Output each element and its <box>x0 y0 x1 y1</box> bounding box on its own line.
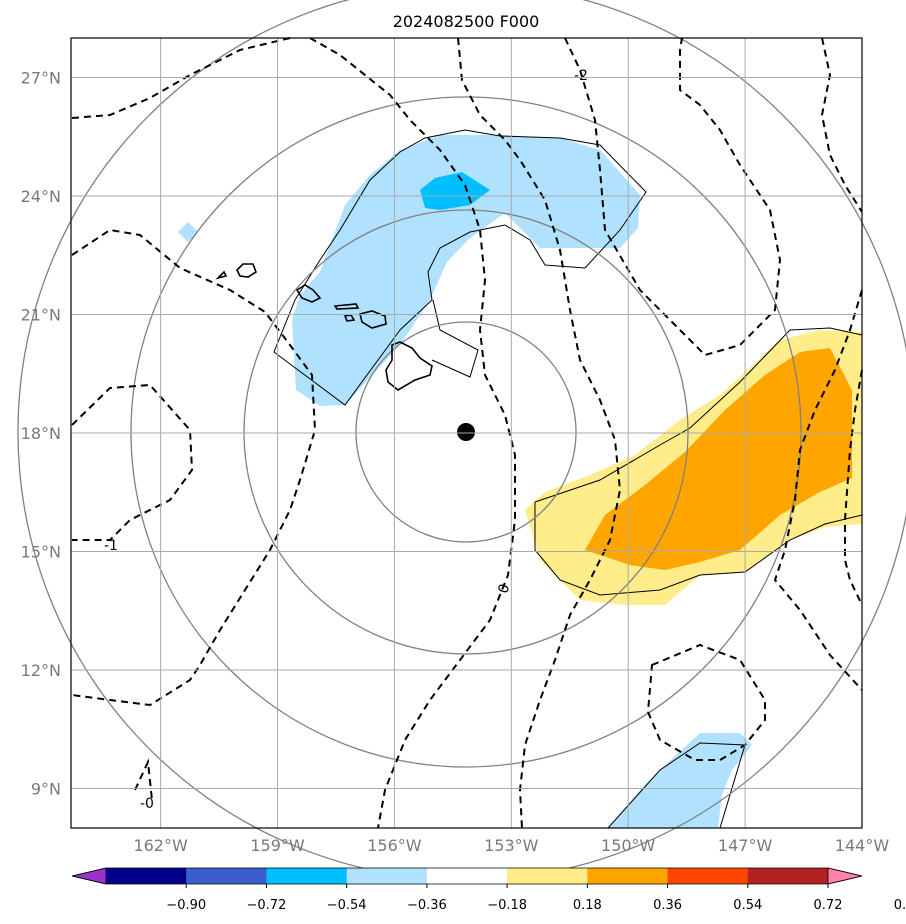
colorbar-tick-label: −0.72 <box>247 898 287 913</box>
lon-tick-label: 162°W <box>133 836 188 855</box>
island-maui <box>359 310 387 329</box>
colorbar-extend-high <box>827 867 863 885</box>
contour-label-1: -2 <box>574 68 588 84</box>
colorbar-segment <box>667 868 749 884</box>
colorbar-segment <box>106 868 187 884</box>
colorbar-tick-label: 0.90 <box>894 898 906 913</box>
lat-tick-label: 15°N <box>21 543 61 562</box>
colorbar-tick-label: −0.36 <box>407 898 447 913</box>
lat-tick-label: 12°N <box>21 661 61 680</box>
longitude-tick-labels: 162°W 159°W 156°W 153°W 150°W 147°W 144°W <box>133 836 889 855</box>
contour-label-4: -0 <box>140 796 154 812</box>
colorbar-tick-label: −0.90 <box>166 898 206 913</box>
lat-tick-label: 27°N <box>21 69 61 88</box>
shade-negative-north <box>292 135 640 406</box>
dashed-contours <box>71 37 863 829</box>
colorbar <box>71 867 863 885</box>
range-ring-9 <box>130 96 802 768</box>
shade-positive-core <box>585 348 852 570</box>
colorbar-tick-label: 0.18 <box>573 898 602 913</box>
colorbar-tick-label: −0.18 <box>487 898 527 913</box>
shade-negative-southeast <box>608 733 752 828</box>
chart-title: 2024082500 F000 <box>393 12 540 31</box>
lat-tick-label: 21°N <box>21 306 61 325</box>
lat-tick-label: 18°N <box>21 424 61 443</box>
lon-tick-label: 150°W <box>601 836 656 855</box>
map-frame <box>70 37 863 829</box>
latitude-tick-labels: 27°N 24°N 21°N 18°N 15°N 12°N 9°N <box>21 69 61 799</box>
island-kauai <box>236 263 257 278</box>
shade-negative-north-core <box>420 172 490 210</box>
colorbar-extend-low <box>71 867 107 885</box>
contour-label-2: -1 <box>104 538 118 554</box>
lon-tick-label: 153°W <box>484 836 539 855</box>
colorbar-tick-label: −0.54 <box>327 898 367 913</box>
hawaiian-islands <box>215 263 433 391</box>
lon-tick-label: 147°W <box>718 836 773 855</box>
lon-tick-label: 144°W <box>835 836 890 855</box>
range-ring-6 <box>243 209 689 655</box>
colorbar-outline <box>71 867 863 885</box>
colorbar-tick-label: 0.36 <box>653 898 682 913</box>
island-oahu <box>295 284 322 303</box>
thin-contours <box>273 129 863 829</box>
colorbar-tick-label: 0.54 <box>733 898 762 913</box>
colorbar-segment <box>587 868 669 884</box>
shade-negative-small <box>178 222 198 242</box>
island-hawaii <box>385 341 433 391</box>
map-panel: -2 -1 0 -0 <box>17 0 906 881</box>
colorbar-segment <box>747 868 829 884</box>
colorbar-tick-labels: −0.90 −0.72 −0.54 −0.36 −0.18 0.18 0.36 0.54 0.7… <box>166 884 906 913</box>
storm-center-marker <box>457 423 475 441</box>
lon-tick-label: 159°W <box>250 836 305 855</box>
colorbar-segment <box>507 868 588 884</box>
colorbar-segment <box>346 868 428 884</box>
colorbar-segment <box>426 868 508 884</box>
lat-tick-label: 24°N <box>21 187 61 206</box>
colorbar-tick-label: 0.72 <box>814 898 843 913</box>
island-lanai <box>343 314 356 322</box>
island-molokai <box>333 303 360 310</box>
colorbar-segment <box>186 868 267 884</box>
range-ring-3 <box>355 321 577 543</box>
island-niihau <box>215 270 228 280</box>
lat-tick-label: 9°N <box>31 780 61 799</box>
colorbar-segment <box>266 868 348 884</box>
lon-tick-label: 156°W <box>367 836 422 855</box>
